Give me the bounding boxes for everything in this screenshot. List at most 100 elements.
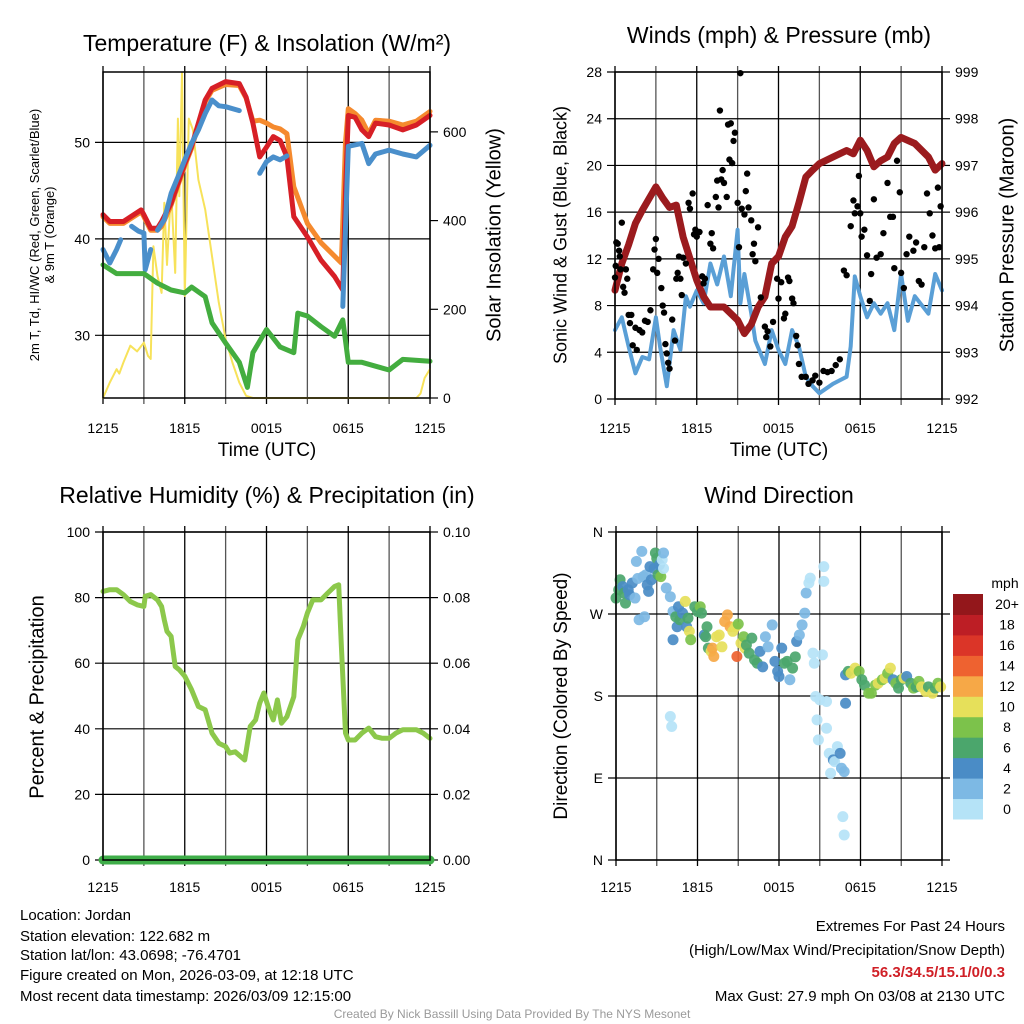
y-tick-label: 40 [74, 231, 90, 247]
direction-point [759, 631, 771, 643]
direction-point [834, 747, 846, 759]
gust-point [644, 318, 651, 326]
direction-point [696, 607, 708, 619]
y2-tick-label: 400 [443, 213, 467, 229]
extremes-legend: (High/Low/Max Wind/Precipitation/Snow De… [689, 942, 1005, 959]
gust-point [937, 203, 944, 210]
direction-point [853, 665, 865, 677]
direction-point [865, 687, 877, 699]
direction-point [793, 629, 805, 641]
extremes-values: 56.3/34.5/15.1/0/0.3 [871, 964, 1005, 981]
gust-point [764, 328, 771, 335]
gust-point [618, 219, 626, 226]
gust-point [802, 373, 809, 381]
gust-point [843, 272, 850, 279]
gust-point [923, 190, 931, 197]
direction-point [837, 811, 849, 823]
direction-point [821, 695, 833, 707]
direction-point [796, 619, 808, 631]
max-gust: Max Gust: 27.9 mph On 03/08 at 2130 UTC [714, 988, 1005, 1005]
direction-point [840, 697, 852, 709]
y2-tick-label: 996 [955, 204, 979, 220]
gust-point [889, 213, 897, 221]
gust-point [716, 107, 724, 114]
gust-point [619, 283, 627, 291]
winds-x-axis-title: Time (UTC) [729, 440, 829, 461]
station-elevation: Station elevation: 122.682 m [20, 928, 211, 945]
colorbar-label: 10 [999, 699, 1015, 715]
colorbar-label: 0 [1003, 801, 1011, 817]
direction-point [787, 662, 799, 674]
x-tick-label: 1215 [926, 420, 957, 436]
colorbar-label: 16 [999, 637, 1015, 653]
gust-point [745, 204, 752, 211]
gust-point [880, 229, 887, 237]
direction-y-axis-title: Direction (Colored By Speed) [551, 572, 572, 820]
colorbar-swatch [953, 778, 983, 800]
y2-tick-label: 995 [955, 251, 979, 267]
direction-point [746, 632, 758, 644]
gust-point [708, 229, 715, 237]
gust-point [742, 187, 749, 195]
gust-point [728, 159, 736, 167]
speed-colorbar: 0 2 4 6 8 10 12 14 16 18 20+ mph [953, 575, 1019, 820]
gust-point [763, 333, 770, 341]
gust-point [715, 204, 722, 211]
direction-point [664, 591, 676, 603]
gust-point [669, 316, 676, 323]
gust-point [658, 284, 665, 292]
direction-point [679, 595, 691, 607]
gust-point [674, 269, 681, 277]
direction-point [716, 641, 728, 653]
direction-point [664, 711, 676, 722]
gust-point [719, 166, 726, 174]
gust-point [651, 246, 658, 253]
direction-point [766, 619, 778, 631]
direction-point [884, 662, 896, 674]
gust-point [926, 210, 933, 217]
gust-point [912, 239, 920, 246]
gust-point [652, 235, 660, 243]
gust-point [655, 255, 662, 263]
gust-point [720, 179, 728, 187]
gust-point [761, 323, 769, 330]
gust-point [936, 243, 943, 251]
x-tick-label: 0615 [333, 420, 364, 436]
gust-point [659, 302, 666, 309]
gust-point [750, 240, 758, 247]
gust-point [897, 269, 905, 277]
gust-point [896, 189, 903, 196]
colorbar-swatch [953, 696, 983, 718]
gust-point [794, 342, 801, 349]
gust-point [628, 311, 635, 319]
gust-point [678, 291, 685, 299]
gust-point [903, 250, 910, 258]
x-tick-label: 1215 [599, 420, 630, 436]
x-tick-label: 1815 [682, 879, 713, 895]
x-tick-label: 1815 [681, 420, 712, 436]
y-tick-label: 0 [594, 391, 602, 407]
x-tick-label: 0615 [845, 420, 876, 436]
direction-point [800, 587, 812, 599]
direction-point [807, 647, 819, 659]
y2-tick-label: 0.08 [443, 590, 470, 606]
gust-point [832, 361, 839, 369]
gust-point [921, 243, 928, 251]
gust-point [727, 120, 735, 127]
direction-point [808, 657, 820, 669]
direction-point [732, 618, 744, 630]
gust-series [611, 69, 944, 388]
x-tick-label: 0615 [333, 879, 364, 895]
direction-point [658, 547, 670, 559]
direction-point [789, 651, 801, 663]
direction-point [700, 631, 712, 643]
gust-point [743, 170, 751, 177]
colorbar-label: 14 [999, 658, 1015, 674]
colorbar-label: 20+ [995, 596, 1019, 612]
gust-point [685, 199, 692, 206]
x-tick-label: 0015 [251, 420, 282, 436]
y2-tick-label: 0.10 [443, 524, 470, 540]
direction-point [829, 756, 841, 768]
station-latlon: Station lat/lon: 43.0698; -76.4701 [20, 947, 242, 964]
